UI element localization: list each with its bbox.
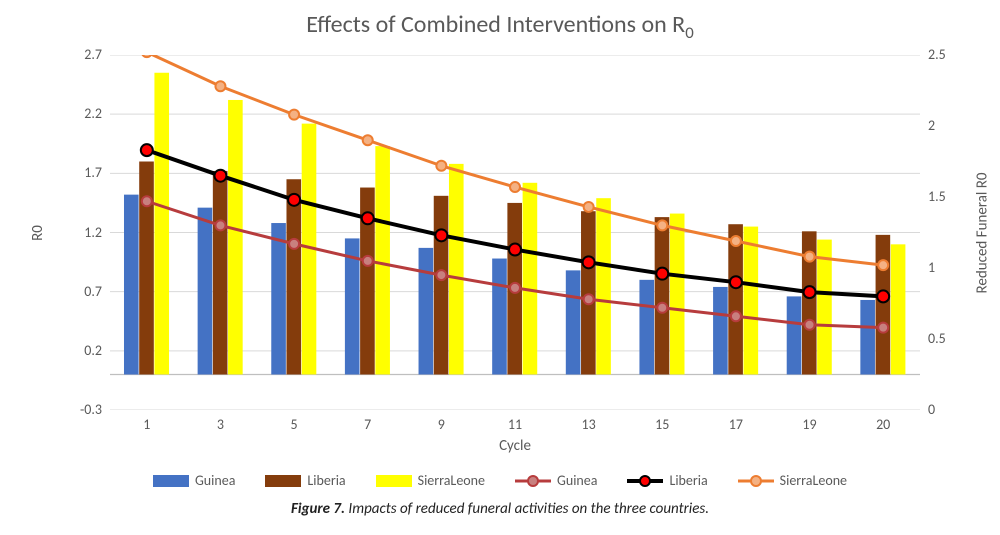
legend-label: Liberia	[307, 472, 345, 489]
legend-line-swatch	[515, 474, 551, 488]
x-tick-label: 19	[790, 416, 830, 433]
x-tick-label: 5	[274, 416, 314, 433]
plot-area	[110, 55, 920, 410]
legend-label: SierraLeone	[418, 472, 485, 489]
right-tick-label: 1.5	[928, 188, 946, 205]
left-tick-label: 2.2	[84, 105, 102, 122]
legend-item: Guinea	[153, 472, 235, 489]
right-axis-label: Reduced Funeral R0	[973, 172, 991, 293]
x-tick-label: 17	[716, 416, 756, 433]
right-tick-label: 1	[928, 259, 935, 276]
chart-title-main: Effects of Combined Interventions on R	[306, 10, 685, 39]
chart-title-sub: 0	[685, 22, 694, 43]
legend-item: SierraLeone	[376, 472, 485, 489]
right-tick-label: 0.5	[928, 330, 946, 347]
right-axis-label-wrap: Reduced Funeral R0	[972, 55, 992, 410]
caption-fig-label: Figure 7.	[291, 500, 345, 518]
legend-label: Liberia	[669, 472, 707, 489]
left-axis-label-wrap: R0	[28, 55, 48, 410]
legend-label: SierraLeone	[780, 472, 847, 489]
legend-label: Guinea	[195, 472, 235, 489]
right-tick-label: 2.5	[928, 46, 946, 63]
x-tick-label: 9	[421, 416, 461, 433]
x-tick-label: 20	[863, 416, 903, 433]
right-tick-label: 2	[928, 117, 935, 134]
left-tick-label: 1.2	[84, 224, 102, 241]
legend-swatch	[153, 475, 189, 487]
legend-item: SierraLeone	[738, 472, 847, 489]
x-tick-label: 7	[348, 416, 388, 433]
left-tick-label: 2.7	[84, 46, 102, 63]
legend-item: Liberia	[265, 472, 345, 489]
legend-swatch	[376, 475, 412, 487]
legend-swatch	[265, 475, 301, 487]
x-tick-label: 11	[495, 416, 535, 433]
left-axis-label: R0	[29, 225, 47, 241]
legend-item: Liberia	[627, 472, 707, 489]
legend-item: Guinea	[515, 472, 597, 489]
left-tick-label: 1.7	[84, 164, 102, 181]
caption-text: Impacts of reduced funeral activities on…	[345, 500, 709, 518]
x-axis-label: Cycle	[110, 437, 920, 455]
legend-line-swatch	[738, 474, 774, 488]
figure-caption: Figure 7. Impacts of reduced funeral act…	[0, 500, 1000, 518]
chart-title: Effects of Combined Interventions on R0	[0, 10, 1000, 43]
right-tick-label: 0	[928, 401, 935, 418]
x-tick-label: 13	[569, 416, 609, 433]
x-tick-label: 3	[200, 416, 240, 433]
figure-container: Effects of Combined Interventions on R0 …	[0, 0, 1000, 535]
legend: Guinea Liberia SierraLeone Guinea Liberia Sie…	[0, 472, 1000, 489]
legend-label: Guinea	[557, 472, 597, 489]
legend-line-swatch	[627, 474, 663, 488]
left-tick-label: 0.7	[84, 283, 102, 300]
left-tick-label: 0.2	[84, 342, 102, 359]
x-tick-label: 15	[642, 416, 682, 433]
left-tick-label: -0.3	[80, 401, 102, 418]
x-tick-label: 1	[127, 416, 167, 433]
